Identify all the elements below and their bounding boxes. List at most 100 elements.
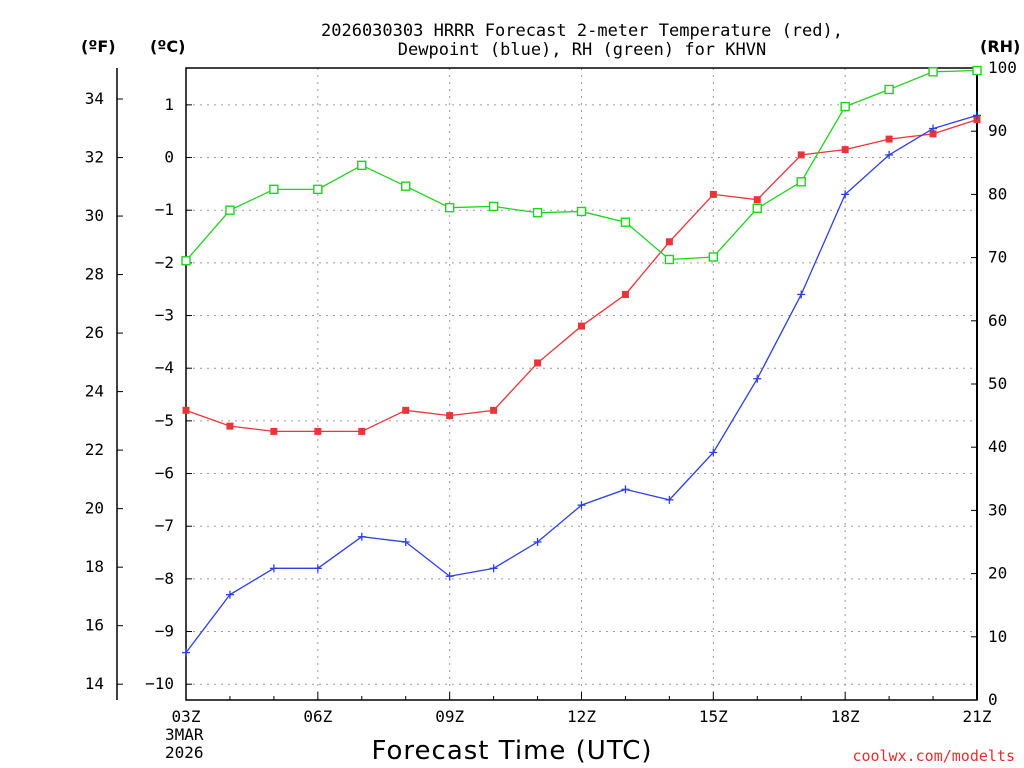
celsius-tick-label: −10: [145, 674, 174, 693]
x-axis-label: Forecast Time (UTC): [371, 736, 652, 766]
dewpoint-point: [533, 538, 542, 546]
celsius-tick-label: −5: [155, 411, 174, 430]
rh-point: [752, 203, 762, 214]
fahrenheit-tick-label: 30: [85, 206, 104, 225]
dewpoint-point: [225, 590, 234, 599]
rh-tick-label: 10: [988, 627, 1007, 646]
fahrenheit-tick-label: 24: [85, 382, 104, 401]
celsius-tick-label: −6: [155, 464, 174, 483]
2-meter-temperature-point: [973, 116, 981, 124]
rh-tick-label: 20: [988, 564, 1007, 583]
fahrenheit-tick-label: 18: [85, 557, 104, 576]
rh-point: [708, 252, 719, 262]
rh-tick-label: 60: [988, 311, 1007, 330]
2-meter-temperature-point: [446, 412, 454, 420]
rh-point: [664, 254, 675, 265]
rh-point: [620, 217, 631, 227]
dewpoint-point: [841, 190, 850, 199]
2-meter-temperature-point: [402, 406, 410, 414]
x-tick-label: 21Z: [963, 707, 992, 726]
rh-tick-label: 50: [988, 374, 1007, 393]
2-meter-temperature-point: [841, 146, 849, 154]
dewpoint-point: [929, 124, 938, 133]
rh-point: [225, 205, 235, 215]
2-meter-temperature-point: [534, 359, 542, 367]
rh-point: [972, 65, 982, 76]
rh-point: [928, 67, 938, 77]
dewpoint-point: [885, 150, 894, 159]
axis-ticks: −10−9−8−7−6−5−4−3−2−10114161820222426283…: [85, 58, 1017, 726]
rh-point: [576, 206, 587, 217]
celsius-tick-label: −4: [155, 358, 174, 377]
x-tick-label: 12Z: [567, 707, 596, 726]
credit-link[interactable]: coolwx.com/modelts: [852, 747, 1015, 765]
2-meter-temperature-point: [490, 406, 498, 414]
chart-title-line-1: 2026030303 HRRR Forecast 2-meter Tempera…: [321, 21, 843, 41]
rh-tick-label: 0: [988, 690, 998, 709]
celsius-tick-label: −2: [155, 253, 174, 272]
2-meter-temperature-point: [665, 238, 673, 246]
rh-point: [488, 201, 499, 212]
rh-tick-label: 80: [988, 184, 1007, 203]
rh-point: [181, 256, 191, 266]
2-meter-temperature-point: [358, 427, 366, 435]
dewpoint-point: [313, 564, 322, 573]
dewpoint-point: [709, 448, 718, 457]
fahrenheit-tick-label: 32: [85, 148, 104, 167]
fahrenheit-tick-label: 16: [85, 616, 104, 635]
dewpoint-point: [621, 485, 630, 494]
celsius-tick-label: −7: [155, 516, 174, 535]
fahrenheit-tick-label: 28: [85, 265, 104, 284]
dewpoint-point: [665, 495, 674, 504]
fahrenheit-tick-label: 26: [85, 323, 104, 342]
rh-point: [401, 181, 411, 191]
dewpoint-point: [973, 111, 981, 120]
celsius-tick-label: −1: [155, 200, 174, 219]
dewpoint-point: [797, 290, 806, 299]
2-meter-temperature-point: [578, 322, 585, 330]
rh-tick-label: 100: [988, 58, 1017, 77]
rh-point: [840, 101, 850, 112]
x-tick-label: 09Z: [435, 707, 464, 726]
celsius-tick-label: −3: [155, 306, 174, 325]
rh-tick-label: 70: [988, 248, 1007, 267]
x-tick-label: 03Z: [172, 707, 201, 726]
celsius-tick-label: −8: [155, 569, 174, 588]
fahrenheit-tick-label: 14: [85, 674, 104, 693]
series-layer: [181, 65, 982, 657]
2-meter-temperature-point: [270, 427, 278, 435]
2-meter-temperature-point: [314, 427, 322, 435]
dewpoint-point: [357, 532, 366, 541]
2-meter-temperature-point: [182, 406, 190, 414]
rh-point: [444, 202, 455, 213]
fahrenheit-unit-label: (ºF): [81, 37, 116, 56]
date-label-month: 3MAR: [165, 725, 204, 744]
2-meter-temperature-point: [709, 190, 717, 198]
2-meter-temperature-point: [226, 422, 234, 430]
celsius-unit-label: (ºC): [150, 37, 185, 56]
dewpoint-point: [489, 564, 498, 573]
rh-point: [357, 160, 367, 171]
dewpoint-point: [753, 374, 762, 383]
2-meter-temperature-point: [885, 135, 893, 143]
dewpoint-point: [182, 648, 190, 657]
rh-tick-label: 30: [988, 500, 1007, 519]
date-label-year: 2026: [165, 743, 204, 762]
2-meter-temperature-point: [753, 196, 761, 204]
fahrenheit-tick-label: 22: [85, 440, 104, 459]
dewpoint-point: [401, 538, 410, 546]
rh-point: [884, 84, 894, 95]
fahrenheit-tick-label: 34: [85, 89, 104, 108]
celsius-tick-label: 1: [164, 95, 174, 114]
rh-point: [532, 208, 543, 218]
celsius-tick-label: −9: [155, 622, 174, 641]
x-tick-label: 06Z: [303, 707, 332, 726]
rh-point: [269, 184, 279, 195]
rh-tick-label: 90: [988, 121, 1007, 140]
2-meter-temperature-point: [621, 290, 629, 298]
rh-point: [796, 177, 806, 187]
2-meter-temperature-point: [797, 151, 805, 159]
rh-line: [185, 69, 978, 262]
dewpoint-point: [445, 572, 454, 581]
2-meter-temperature-point: [929, 130, 937, 138]
